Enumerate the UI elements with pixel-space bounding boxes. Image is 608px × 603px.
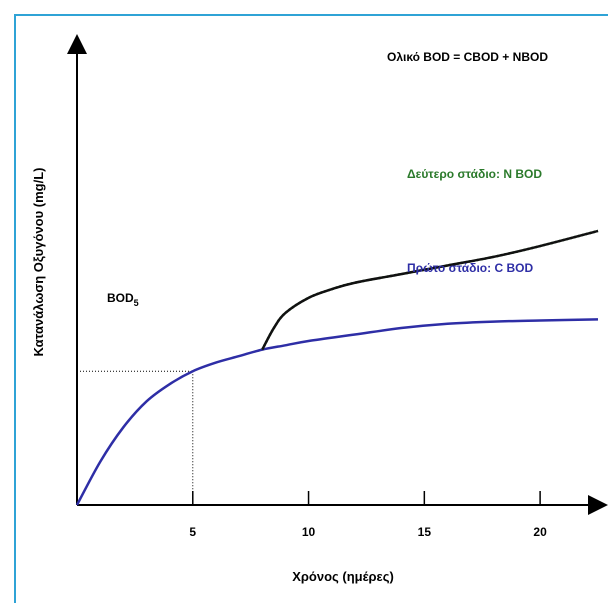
- chart-frame: [14, 14, 608, 603]
- bod5-label-main: BOD: [107, 291, 134, 305]
- x-tick-label: 15: [418, 525, 432, 539]
- x-axis-title: Χρόνος (ημέρες): [292, 569, 394, 584]
- x-tick-label: 5: [189, 525, 196, 539]
- total-bod-annotation: Ολικό BOD = CBOD + NBOD: [387, 50, 548, 64]
- nbod-stage-dotted-line: [261, 229, 599, 351]
- total-bod-curve: [261, 229, 599, 351]
- bod5-label-sub: 5: [134, 298, 139, 308]
- cbod-curve: [75, 318, 599, 506]
- bod5-guides: [77, 370, 194, 505]
- series-layer: [75, 229, 599, 506]
- bod5-label: BOD5: [107, 291, 139, 308]
- x-tick-label: 10: [302, 525, 316, 539]
- nbod-annotation: Δεύτερο στάδιο: N BOD: [407, 167, 542, 181]
- x-ticks: 5 10 15 20: [189, 491, 547, 539]
- cbod-annotation: Πρώτο στάδιο: C BOD: [407, 261, 533, 275]
- x-tick-label: 20: [533, 525, 547, 539]
- y-axis-title: Κατανάλωση Οξυγόνου (mg/L): [31, 168, 46, 357]
